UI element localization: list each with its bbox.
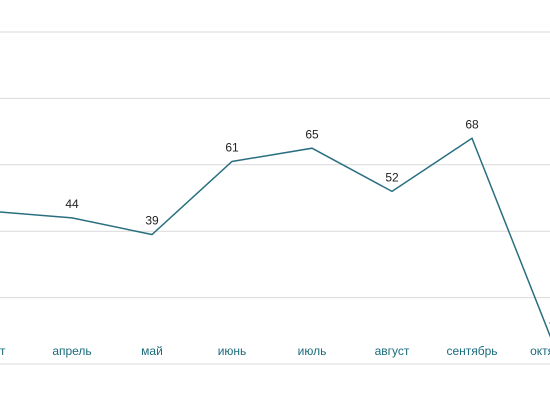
data-label: 39 bbox=[145, 214, 159, 228]
data-label: 44 bbox=[65, 197, 79, 211]
x-tick-label: апрель bbox=[52, 344, 91, 358]
data-label: 7 bbox=[549, 320, 550, 334]
x-tick-label: май bbox=[141, 344, 163, 358]
data-label: 65 bbox=[305, 127, 319, 141]
data-label: 61 bbox=[225, 141, 239, 155]
x-tick-label: август bbox=[375, 344, 410, 358]
data-label: 52 bbox=[385, 171, 399, 185]
x-tick-label: сентябрь bbox=[446, 344, 497, 358]
x-tick-label: июнь bbox=[218, 344, 247, 358]
x-tick-label: июль bbox=[298, 344, 327, 358]
line bbox=[0, 137, 550, 338]
data-label: 68 bbox=[465, 117, 479, 131]
x-tick-label: март bbox=[0, 344, 6, 358]
x-tick-label: октябрь bbox=[530, 344, 550, 358]
